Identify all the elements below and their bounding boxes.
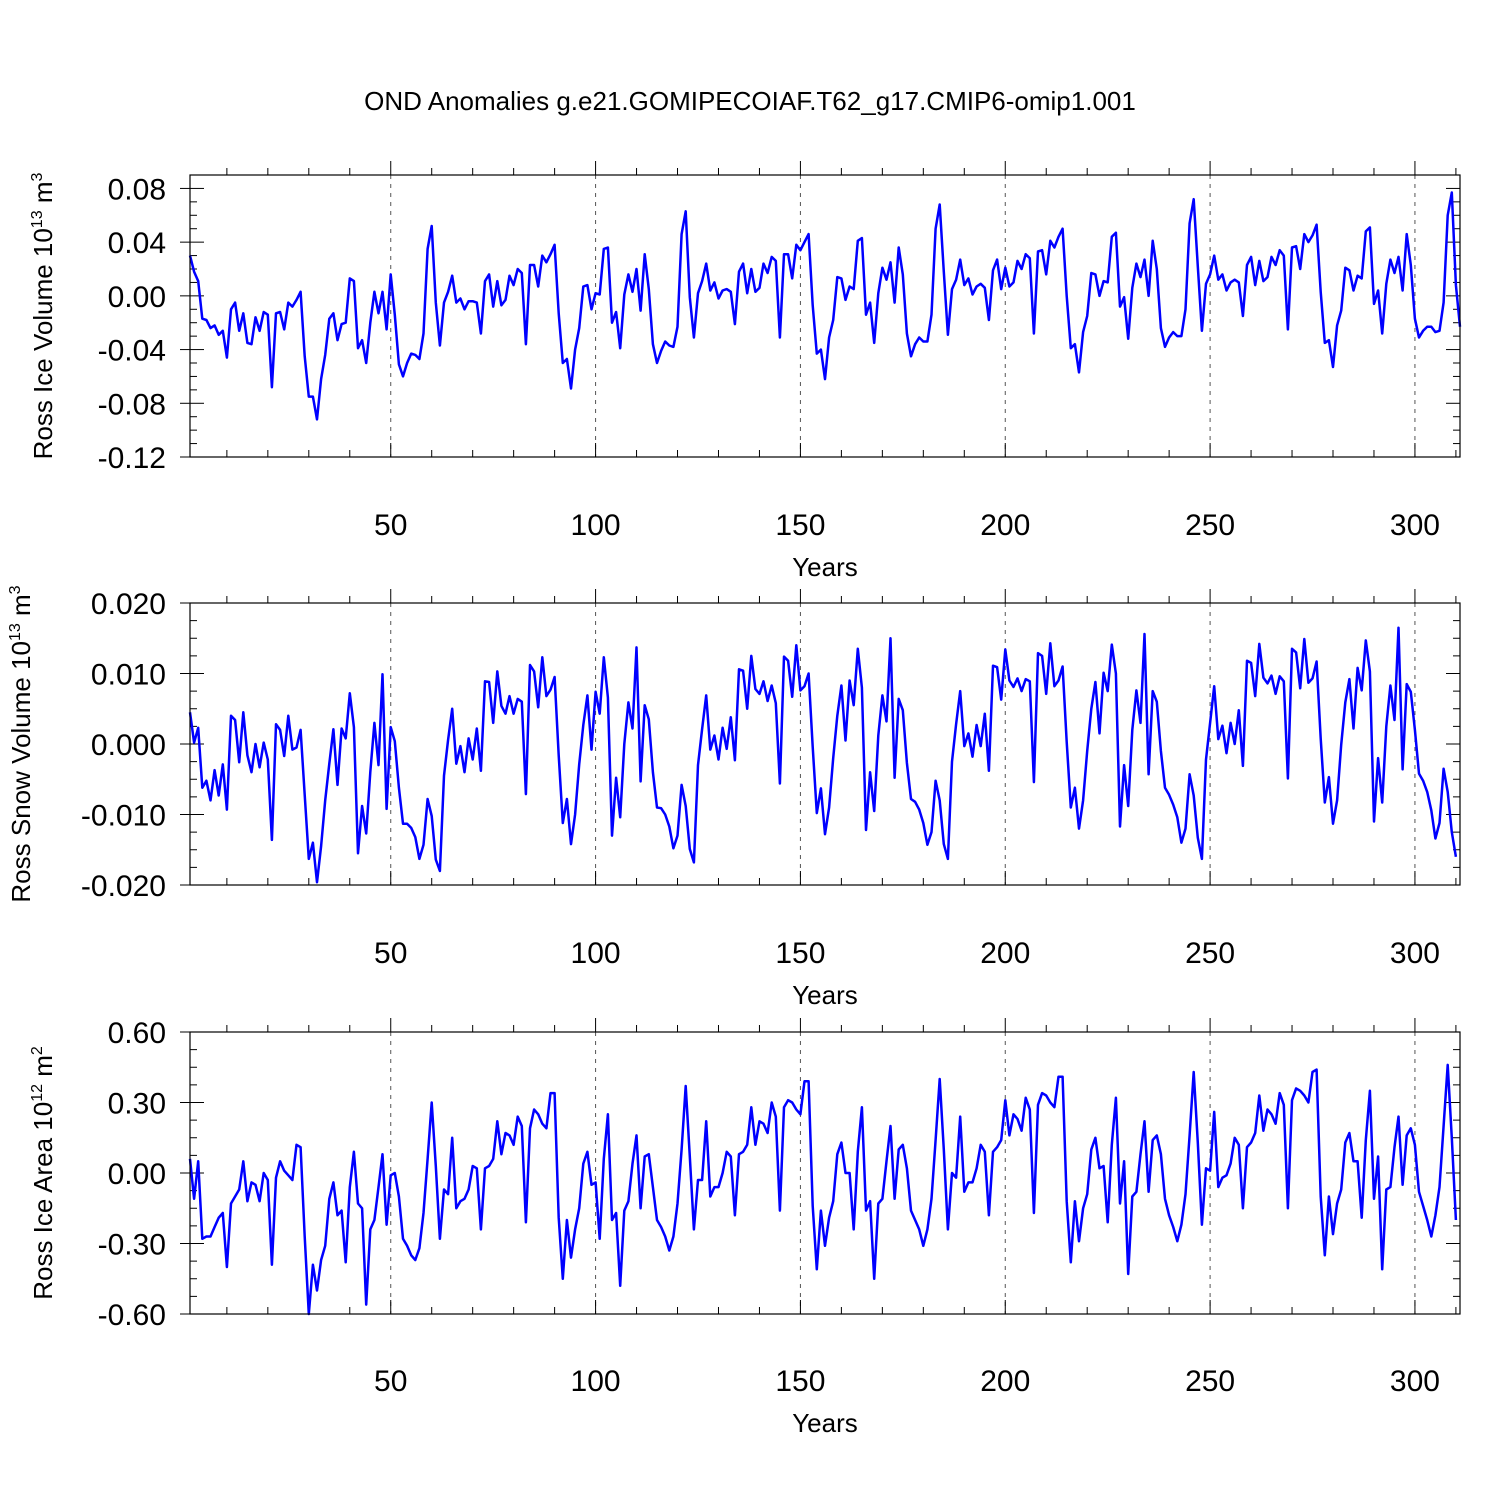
y-tick-label: -0.60 [98, 1299, 166, 1332]
series-line [188, 1063, 1458, 1316]
chart-title: OND Anomalies g.e21.GOMIPECOIAF.T62_g17.… [364, 86, 1136, 116]
y-tick-label: 0.08 [108, 173, 166, 206]
panel-1: -0.12 -0.08 -0.04 0.00 0.04 0.08 50 100 150 200 25… [28, 161, 1462, 582]
x-tick-label: 200 [980, 509, 1030, 542]
y-tick-label: 0.000 [91, 729, 166, 762]
x-tick-label: 200 [980, 1365, 1030, 1398]
x-tick-label: 250 [1185, 937, 1235, 970]
x-tick-label: 50 [374, 1365, 407, 1398]
series-line [188, 626, 1458, 884]
y-tick-label: 0.00 [108, 1158, 166, 1191]
y-tick-label: 0.04 [108, 227, 166, 260]
y-tick-label: 0.30 [108, 1088, 166, 1121]
y-tick-label: 0.60 [108, 1017, 166, 1050]
x-tick-label: 100 [571, 1365, 621, 1398]
y-axis-label: Ross Ice Volume 1013 m3 [28, 172, 58, 459]
x-tick-label: 50 [374, 937, 407, 970]
x-tick-label: 200 [980, 937, 1030, 970]
x-tick-label: 150 [775, 509, 825, 542]
y-tick-label: -0.12 [98, 442, 166, 475]
x-tick-label: 250 [1185, 1365, 1235, 1398]
y-tick-label: 0.020 [91, 588, 166, 621]
x-axis-label: Years [792, 980, 858, 1010]
x-tick-label: 100 [571, 509, 621, 542]
y-tick-label: -0.010 [81, 800, 166, 833]
y-tick-label: -0.30 [98, 1229, 166, 1262]
y-axis-label: Ross Snow Volume 1013 m3 [6, 585, 36, 902]
x-axis-label: Years [792, 552, 858, 582]
x-tick-label: 100 [571, 937, 621, 970]
x-tick-label: 150 [775, 1365, 825, 1398]
x-tick-label: 50 [374, 509, 407, 542]
x-tick-label: 250 [1185, 509, 1235, 542]
panel-2: -0.020 -0.010 0.000 0.010 0.020 50 100 150 200 25… [6, 585, 1461, 1010]
y-axis-label: Ross Ice Area 1012 m2 [28, 1046, 58, 1300]
plot-frame [189, 174, 1461, 458]
y-tick-label: -0.08 [98, 388, 166, 421]
plot-frame [189, 1031, 1461, 1315]
x-tick-label: 150 [775, 937, 825, 970]
x-tick-label: 300 [1390, 937, 1440, 970]
panel-3: -0.60 -0.30 0.00 0.30 0.60 50 100 150 200 250 300 Y… [28, 1017, 1461, 1438]
x-tick-label: 300 [1390, 509, 1440, 542]
x-axis-label: Years [792, 1408, 858, 1438]
y-tick-label: 0.00 [108, 281, 166, 314]
series-line [188, 191, 1462, 421]
x-tick-label: 300 [1390, 1365, 1440, 1398]
y-tick-label: 0.010 [91, 659, 166, 692]
plot-frame [189, 602, 1461, 886]
y-tick-label: -0.020 [81, 870, 166, 903]
y-tick-label: -0.04 [98, 335, 166, 368]
